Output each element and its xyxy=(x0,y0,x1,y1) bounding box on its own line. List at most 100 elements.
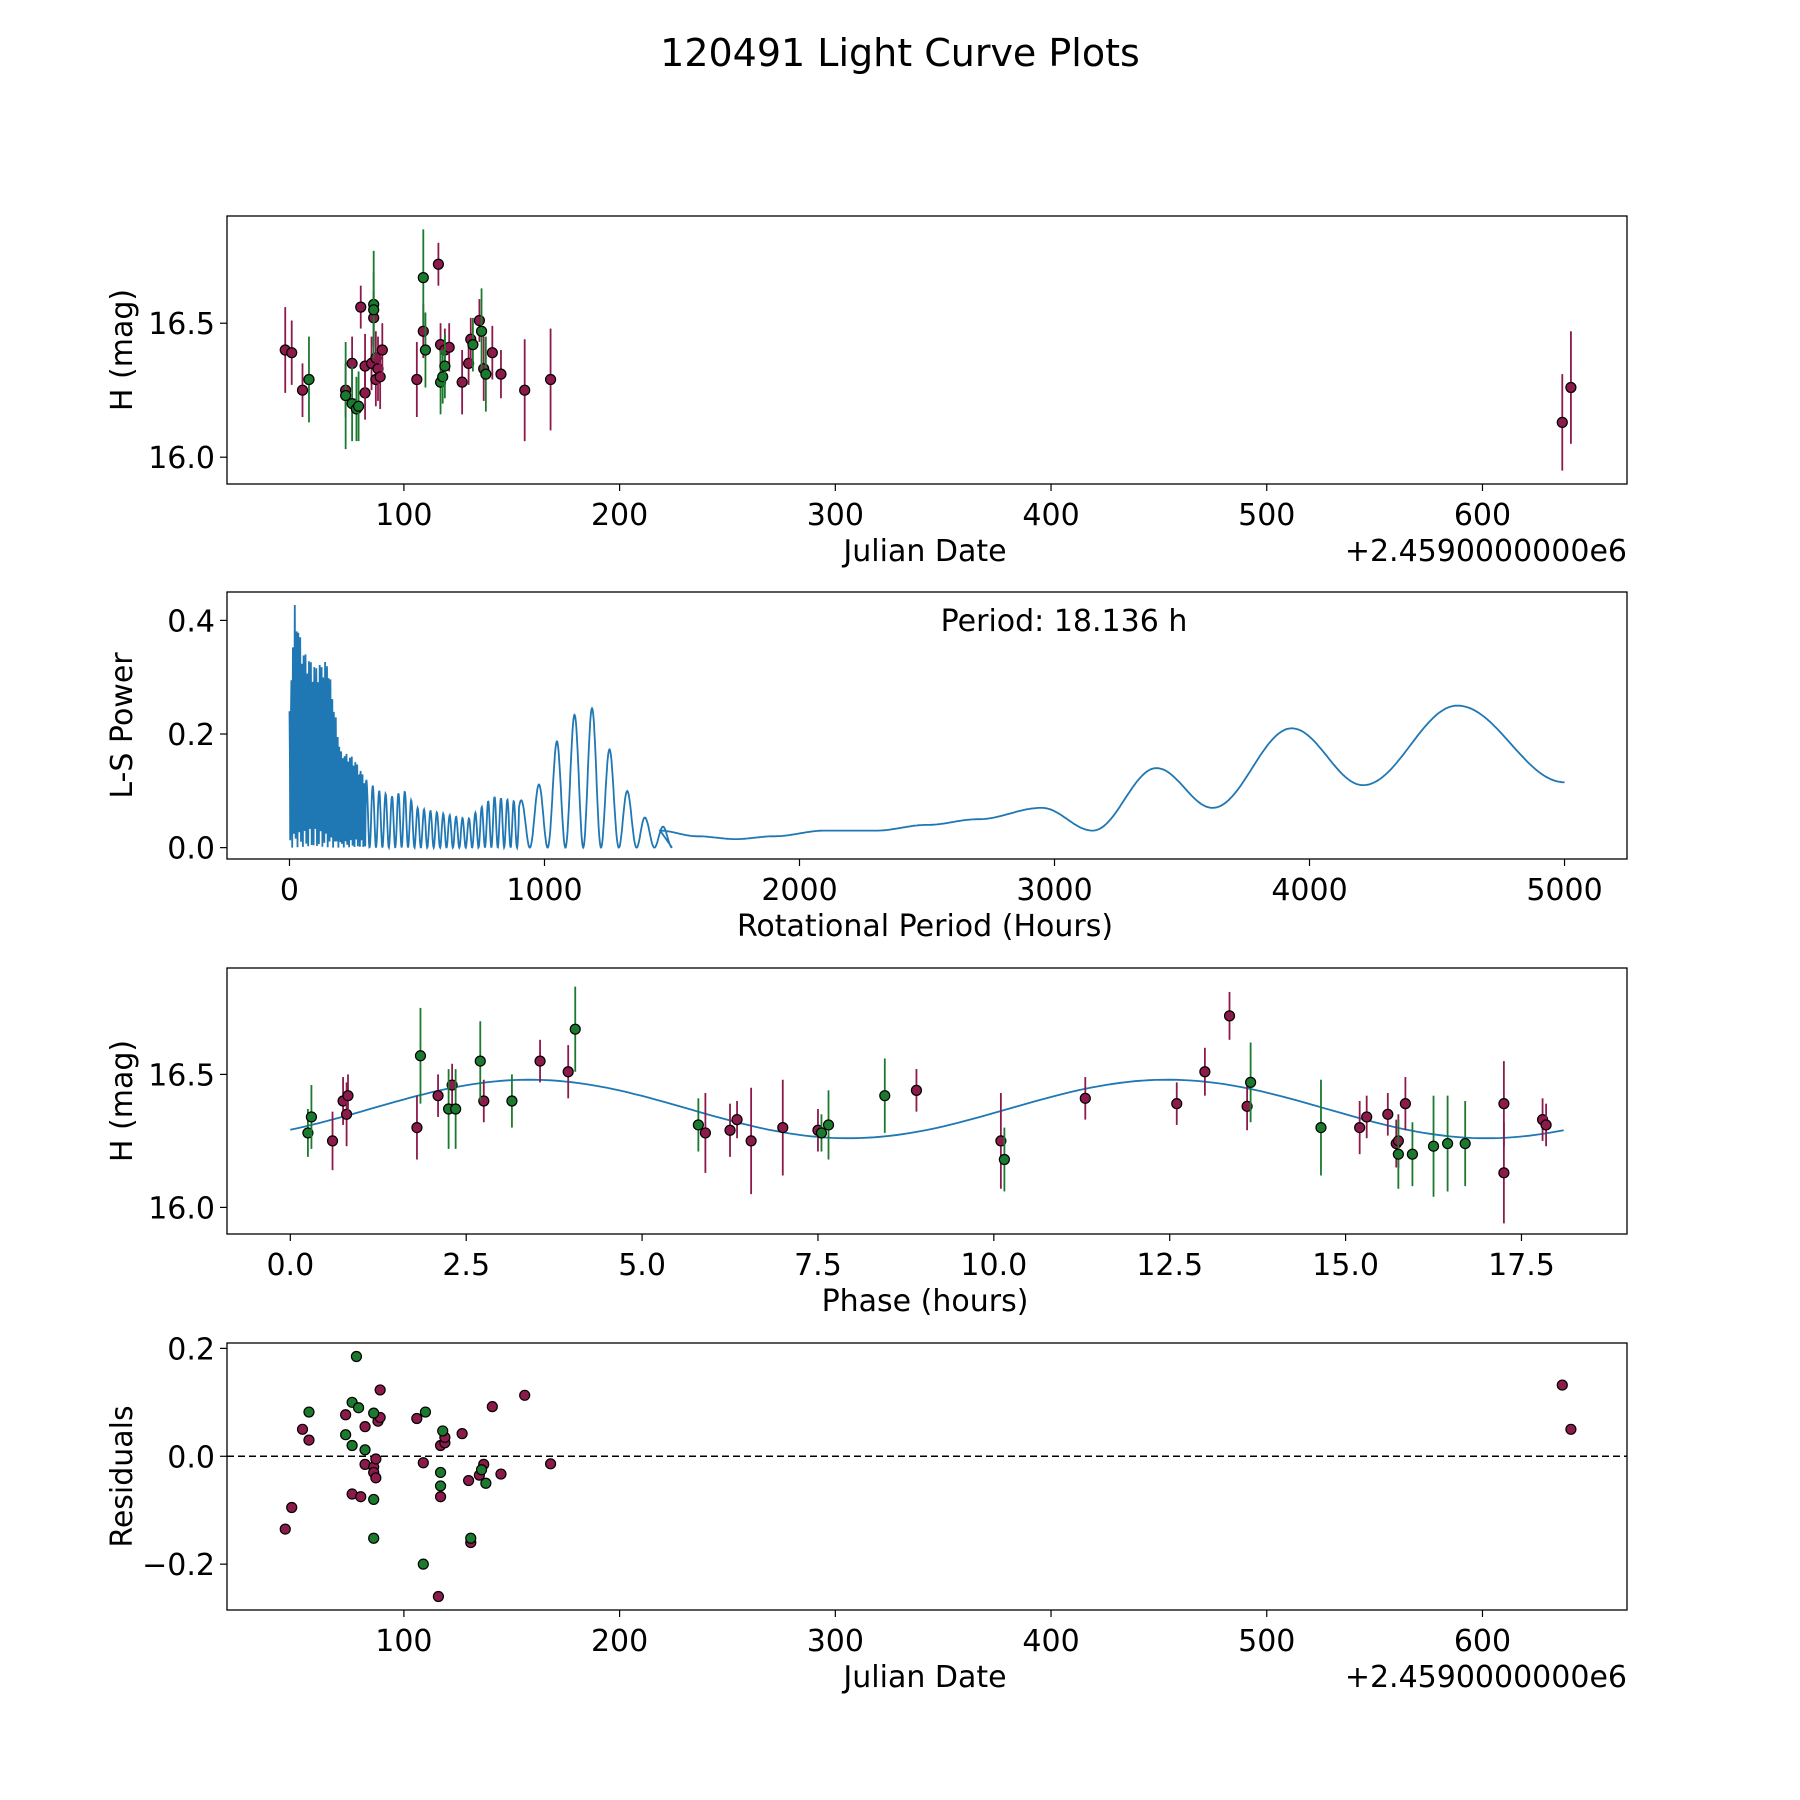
periodogram-xlabel: Rotational Period (Hours) xyxy=(737,909,1113,944)
residuals-data-point xyxy=(286,1501,298,1514)
periodogram-period-annotation: Period: 18.136 h xyxy=(941,604,1188,639)
phased-data-point xyxy=(446,1079,458,1091)
periodogram-xtick-label: 0 xyxy=(280,873,299,908)
lightcurve-series-red xyxy=(279,242,1577,471)
lightcurve-data-point xyxy=(419,344,432,356)
lightcurve-xtick-label: 100 xyxy=(375,498,432,533)
phased-data-point xyxy=(1406,1148,1419,1160)
residuals-data-point xyxy=(303,1406,315,1418)
residuals-ytick-label: 0.0 xyxy=(167,1440,215,1475)
residuals-data-point xyxy=(359,1444,371,1456)
phased-data-point xyxy=(1315,1121,1327,1134)
lightcurve-data-point xyxy=(456,376,468,388)
lightcurve-data-point xyxy=(376,344,388,356)
phased-data-point xyxy=(534,1055,546,1067)
residuals-ylabel: Residuals xyxy=(105,1405,140,1547)
residuals-data-point xyxy=(486,1401,498,1413)
phased-data-point xyxy=(998,1153,1010,1166)
residuals-plot-area xyxy=(227,1350,1627,1603)
lightcurve-data-point xyxy=(286,347,298,359)
panel-phased: 0.0 2.5 5.0 7.5 10.0 12.5 15.0 17.5 16.0 16.5 Phas… xyxy=(105,967,1628,1319)
residuals-data-point xyxy=(417,1558,429,1570)
residuals-data-point xyxy=(350,1350,363,1363)
phased-ytick-label: 16.5 xyxy=(148,1058,215,1093)
residuals-data-point xyxy=(1565,1423,1577,1435)
lightcurve-data-point xyxy=(432,258,445,270)
residuals-data-point xyxy=(346,1439,358,1452)
phased-data-point xyxy=(1427,1140,1440,1152)
phased-xtick-label: 5.0 xyxy=(618,1248,666,1283)
lightcurve-ytick-label: 16.5 xyxy=(148,307,215,342)
lightcurve-data-point xyxy=(1556,416,1568,428)
panel-periodogram: 0 1000 2000 3000 4000 5000 0.0 0.2 0.4 Rotational… xyxy=(105,591,1628,944)
phased-data-point xyxy=(724,1124,736,1136)
periodogram-ytick-label: 0.2 xyxy=(167,718,215,753)
residuals-xtick-label: 200 xyxy=(591,1624,648,1659)
lightcurve-ylabel: H (mag) xyxy=(105,289,140,411)
phased-data-point xyxy=(1498,1167,1510,1179)
residuals-data-point xyxy=(544,1458,557,1470)
periodogram-power-line xyxy=(288,604,1565,851)
lightcurve-data-point xyxy=(467,339,479,351)
residuals-xtick-label: 100 xyxy=(375,1624,432,1659)
residuals-data-point xyxy=(480,1477,492,1489)
periodogram-xtick-label: 1000 xyxy=(506,873,582,908)
lightcurve-data-point xyxy=(368,304,380,316)
lightcurve-xtick-label: 600 xyxy=(1454,498,1511,533)
phased-data-point xyxy=(910,1084,923,1096)
phased-data-point xyxy=(326,1135,339,1147)
phased-data-point xyxy=(411,1121,423,1134)
residuals-data-point xyxy=(368,1532,380,1544)
periodogram-xtick-label: 4000 xyxy=(1271,873,1347,908)
periodogram-axes-frame xyxy=(226,591,1628,860)
phased-data-point xyxy=(302,1127,314,1139)
residuals-data-point xyxy=(359,1421,371,1433)
phased-data-point xyxy=(731,1114,743,1126)
residuals-data-point xyxy=(456,1428,468,1440)
lightcurve-data-point xyxy=(417,325,429,337)
residuals-data-point xyxy=(432,1590,445,1603)
phased-xtick-label: 15.0 xyxy=(1312,1248,1379,1283)
phased-data-point xyxy=(478,1095,490,1107)
lightcurve-series-green xyxy=(303,229,492,450)
residuals-x-offset-label: +2.4590000000e6 xyxy=(1345,1660,1627,1695)
lightcurve-xlabel: Julian Date xyxy=(841,534,1006,569)
lightcurve-data-point xyxy=(352,400,365,412)
lightcurve-data-point xyxy=(437,371,449,383)
phased-data-point xyxy=(1392,1148,1404,1160)
phased-data-point xyxy=(414,1050,427,1062)
lightcurve-axes-frame xyxy=(226,215,1628,485)
lightcurve-data-point xyxy=(355,301,367,313)
phased-ylabel: H (mag) xyxy=(105,1040,140,1162)
residuals-data-point xyxy=(434,1466,447,1479)
residuals-data-point xyxy=(352,1402,365,1414)
panel-residuals: 100 200 300 400 500 600 −0.2 0.0 0.2 Julian Date R… xyxy=(105,1332,1628,1695)
phased-data-point xyxy=(777,1121,789,1134)
phased-data-point xyxy=(822,1119,835,1131)
phased-plot-area xyxy=(290,986,1564,1224)
lightcurve-data-point xyxy=(1565,381,1577,394)
phased-series-green xyxy=(302,986,1471,1197)
phased-data-point xyxy=(879,1090,891,1102)
phased-xtick-label: 0.0 xyxy=(266,1248,314,1283)
phased-axes-frame xyxy=(226,967,1628,1235)
residuals-data-point xyxy=(437,1425,449,1437)
panel-lightcurve: 100 200 300 400 500 600 16.0 16.5 Julian Date H (… xyxy=(105,215,1628,569)
residuals-data-point xyxy=(1556,1379,1568,1391)
residuals-data-point xyxy=(417,1457,429,1469)
lightcurve-ytick-label: 16.0 xyxy=(148,441,215,476)
residuals-data-point xyxy=(370,1453,382,1465)
phased-xtick-label: 12.5 xyxy=(1136,1248,1203,1283)
residuals-data-point xyxy=(296,1423,309,1435)
periodogram-ylabel: L-S Power xyxy=(105,652,140,799)
periodogram-plot-area xyxy=(288,604,1565,851)
residuals-data-point xyxy=(434,1491,447,1503)
lightcurve-xtick-label: 200 xyxy=(591,498,648,533)
residuals-ytick-label: 0.2 xyxy=(167,1332,215,1367)
residuals-data-point xyxy=(374,1384,386,1396)
residuals-xtick-label: 500 xyxy=(1238,1624,1295,1659)
lightcurve-data-point xyxy=(340,389,352,402)
residuals-data-point xyxy=(411,1412,423,1425)
phased-xtick-label: 17.5 xyxy=(1488,1248,1555,1283)
